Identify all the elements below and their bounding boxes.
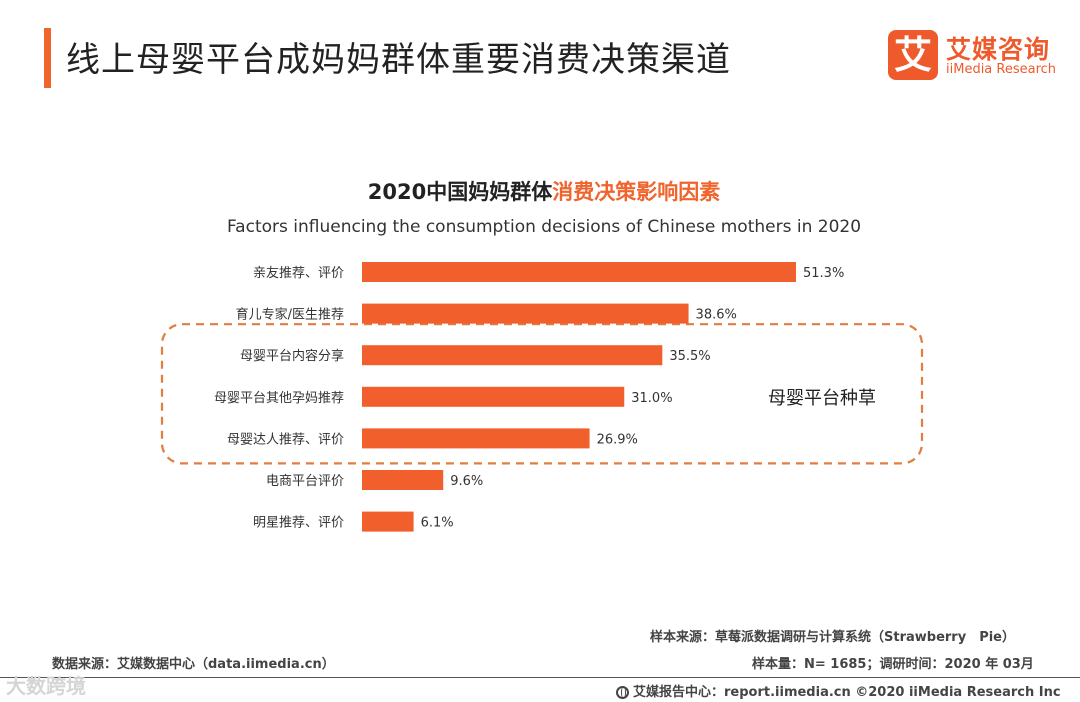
brand-logo: 艾 艾媒咨询 iiMedia Research — [888, 30, 1068, 82]
chart-title-highlight: 消费决策影响因素 — [552, 180, 721, 204]
logo-name-cn: 艾媒咨询 — [946, 35, 1051, 64]
category-label: 明星推荐、评价 — [253, 516, 344, 531]
data-label: 35.5% — [669, 349, 710, 364]
watermark: 大数跨境 — [6, 674, 86, 698]
logo-mark: 艾 — [888, 30, 938, 80]
highlight-group-label: 母婴平台种草 — [768, 388, 876, 409]
sample-size: 样本量：N= 1685；调研时间：2020 年 03月 — [752, 657, 1034, 672]
report-center: 艾媒报告中心：report.iimedia.cn ©2020 iiMedia R… — [616, 681, 1061, 700]
bar — [362, 262, 796, 282]
chart-subtitle: Factors influencing the consumption deci… — [226, 217, 862, 237]
data-label: 26.9% — [597, 432, 638, 447]
bar — [362, 303, 689, 324]
data-label: 31.0% — [631, 391, 672, 406]
data-label: 9.6% — [450, 474, 483, 489]
title-accent-bar — [44, 28, 51, 88]
bar — [362, 511, 414, 532]
data-label: 6.1% — [421, 516, 454, 531]
page-title: 线上母婴平台成妈妈群体重要消费决策渠道 — [66, 40, 731, 80]
bar — [362, 345, 663, 366]
sample-source: 样本来源：草莓派数据调研与计算系统（Strawberry Pie） — [650, 630, 1015, 645]
report-center-text: 艾媒报告中心：report.iimedia.cn ©2020 iiMedia R… — [633, 685, 1061, 700]
chart-title-part1: 2020中国妈妈群体 — [367, 180, 553, 204]
logo-name-en: iiMedia Research — [946, 62, 1057, 77]
category-label: 亲友推荐、评价 — [253, 265, 344, 281]
category-label: 育儿专家/医生推荐 — [236, 307, 344, 323]
data-label: 51.3% — [803, 266, 844, 281]
globe-icon — [616, 686, 629, 699]
data-label: 38.6% — [696, 308, 737, 323]
category-label: 母婴平台其他孕妈推荐 — [214, 391, 344, 406]
category-label: 母婴平台内容分享 — [240, 348, 344, 364]
highlight-group-box — [160, 323, 924, 465]
bar — [362, 386, 625, 407]
bar — [362, 428, 590, 449]
footer-divider — [0, 677, 1080, 678]
bar — [362, 470, 444, 490]
chart-title: 2020中国妈妈群体消费决策影响因素 — [0, 176, 1080, 206]
category-label: 电商平台评价 — [266, 474, 344, 489]
category-label: 母婴达人推荐、评价 — [227, 432, 344, 447]
data-source: 数据来源：艾媒数据中心（data.iimedia.cn） — [52, 657, 335, 672]
